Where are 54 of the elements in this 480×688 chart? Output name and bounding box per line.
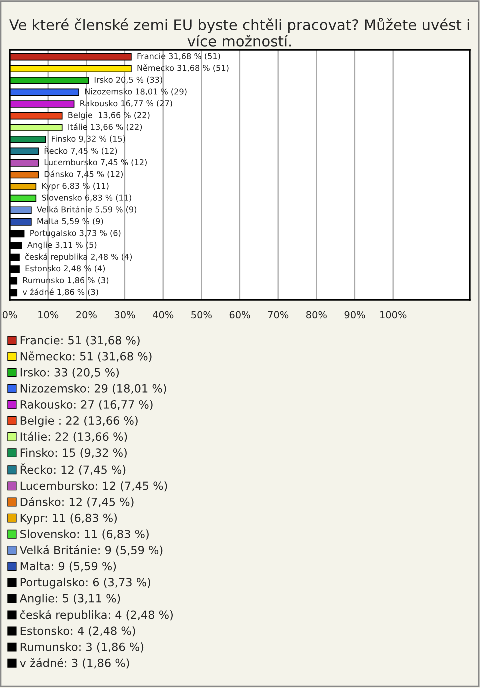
legend-label: Irsko: 33 (20,5 %)	[20, 368, 119, 378]
legend-label: Francie: 51 (31,68 %)	[20, 336, 140, 346]
legend-label: Anglie: 5 (3,11 %)	[20, 594, 120, 605]
data-label: Velká Británie 5,59 % (9)	[37, 206, 137, 214]
data-label: Rumunsko 1,86 % (3)	[23, 277, 109, 284]
legend-label: Řecko: 12 (7,45 %)	[20, 464, 126, 476]
data-label: Německo 31,68 % (51)	[138, 64, 229, 72]
legend-label: Rumunsko: 3 (1,86 %)	[20, 642, 144, 653]
legend-label: Dánsko: 12 (7,45 %)	[20, 497, 134, 508]
legend-label: Finsko: 15 (9,32 %)	[20, 448, 127, 458]
data-label: Anglie 3,11 % (5)	[28, 242, 97, 250]
x-tick-label: 30%	[114, 311, 136, 319]
legend-label: Německo: 51 (31,68 %)	[20, 352, 152, 362]
data-label: Lucembursko 7,45 % (12)	[44, 159, 147, 166]
legend-label: Belgie : 22 (13,66 %)	[20, 416, 138, 428]
legend-label: Velká Británie: 9 (5,59 %)	[20, 545, 163, 556]
x-tick-label: 60%	[230, 311, 250, 319]
x-tick-label: 40%	[153, 311, 174, 319]
x-tick-label: 0%	[2, 311, 18, 319]
data-label: Irsko 20,5 % (33)	[94, 76, 162, 84]
legend-label: Portugalsko: 6 (3,73 %)	[20, 578, 150, 589]
data-label: Francie 31,68 % (51)	[138, 53, 220, 60]
data-label: Itálie 13,66 % (22)	[68, 124, 142, 132]
data-label: Řecko 7,45 % (12)	[44, 146, 118, 156]
data-label: Nizozemsko 18,01 % (29)	[85, 88, 187, 96]
x-tick-label: 10%	[38, 311, 59, 319]
x-tick-label: 80%	[306, 311, 327, 319]
legend-label: Lucembursko: 12 (7,45 %)	[20, 482, 168, 492]
x-tick-label: 50%	[192, 311, 212, 319]
legend-label: česká republika: 4 (2,48 %)	[20, 610, 173, 622]
data-label: Slovensko 6,83 % (11)	[42, 194, 132, 202]
data-label: česká republika 2,48 % (4)	[26, 253, 132, 262]
legend-label: v žádné: 3 (1,86 %)	[20, 658, 130, 669]
x-tick-label: 90%	[344, 311, 366, 319]
x-tick-label: 70%	[268, 311, 289, 319]
data-label: Rakousko 16,77 % (27)	[80, 100, 172, 108]
data-label: Dánsko 7,45 % (12)	[44, 170, 123, 178]
data-label: Kypr 6,83 % (11)	[42, 182, 109, 191]
legend-label: Rakousko: 27 (16,77 %)	[20, 400, 153, 410]
legend-label: Slovensko: 11 (6,83 %)	[20, 530, 149, 540]
chart-title: Ve které členské zemi EU byste chtěli pracovat? Můžete uvést i více možností.	[10, 18, 470, 47]
data-label: Estonsko 2,48 % (4)	[26, 265, 106, 273]
data-label: Portugalsko 3,73 % (6)	[30, 230, 121, 238]
legend-label: Malta: 9 (5,59 %)	[20, 562, 116, 572]
x-tick-label: 20%	[76, 311, 97, 319]
data-label: Finsko 9,32 % (15)	[52, 136, 126, 143]
legend-label: Nizozemsko: 29 (18,01 %)	[20, 384, 166, 394]
legend-label: Estonsko: 4 (2,48 %)	[20, 626, 136, 637]
data-label: v žádné 1,86 % (3)	[22, 288, 98, 296]
legend-label: Kypr: 11 (6,83 %)	[20, 514, 117, 525]
legend-label: Itálie: 22 (13,66 %)	[20, 432, 128, 442]
data-label: Belgie 13,66 % (22)	[68, 112, 150, 120]
x-tick-label: 100%	[380, 311, 407, 319]
data-label: Malta 5,59 % (9)	[38, 218, 104, 226]
